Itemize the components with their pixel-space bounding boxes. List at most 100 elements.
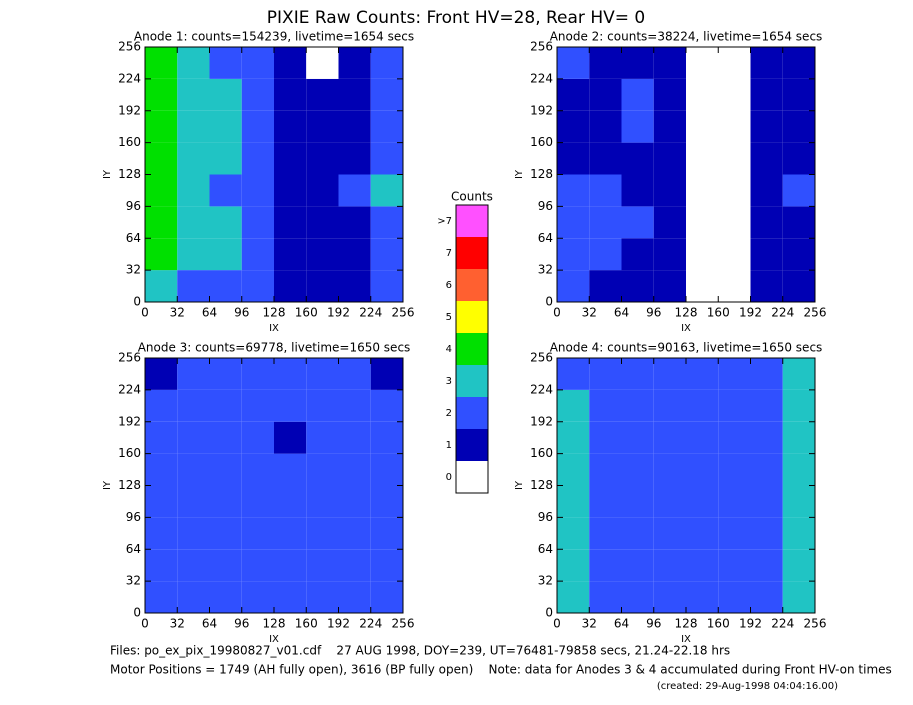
colorbar-frame — [455, 204, 489, 494]
heatmap-cell — [589, 581, 622, 613]
x-tick-label: 160 — [707, 306, 730, 320]
heatmap-cell — [370, 206, 403, 239]
heatmap-cell — [686, 78, 719, 111]
heatmap-cell — [338, 78, 371, 111]
heatmap-cell — [274, 549, 307, 582]
heatmap-cell — [145, 389, 178, 422]
y-tick-label: 192 — [530, 103, 553, 117]
heatmap-cell — [557, 174, 590, 207]
heatmap-cell — [370, 453, 403, 486]
heatmap-cell — [306, 174, 339, 207]
x-axis-label: IX — [681, 323, 691, 334]
heatmap-cell — [370, 110, 403, 143]
heatmap-cell — [370, 78, 403, 111]
heatmap-cell — [782, 47, 815, 79]
heatmap-cell — [177, 581, 210, 613]
heatmap-cell — [177, 206, 210, 239]
heatmap-cell — [145, 110, 178, 143]
panel-title: Anode 2: counts=38224, livetime=1654 sec… — [550, 30, 823, 44]
heatmap-cell — [241, 358, 274, 390]
y-tick-label: 128 — [118, 167, 141, 181]
footer-files: Files: po_ex_pix_19980827_v01.cdf 27 AUG… — [110, 644, 730, 658]
colorbar-box — [456, 365, 488, 397]
y-tick-label: 96 — [538, 510, 553, 524]
heatmap-cell — [750, 206, 783, 239]
heatmap-cell — [209, 389, 242, 422]
heatmap-cell — [306, 549, 339, 582]
heatmap-cell — [306, 142, 339, 175]
y-tick-label: 224 — [530, 71, 553, 85]
heatmap-cell — [589, 174, 622, 207]
colorbar-box — [456, 333, 488, 365]
heatmap-cell — [589, 517, 622, 550]
heatmap-cell — [209, 110, 242, 143]
y-tick-label: 160 — [530, 446, 553, 460]
heatmap-cell — [306, 110, 339, 143]
heatmap-cell — [177, 549, 210, 582]
heatmap-cell — [653, 581, 686, 613]
heatmap-cell — [653, 549, 686, 582]
heatmap-cell — [621, 453, 654, 486]
heatmap-cell — [306, 270, 339, 302]
heatmap-cell — [718, 421, 751, 454]
heatmap-cell — [306, 238, 339, 271]
heatmap-cell — [274, 485, 307, 518]
x-tick-label: 224 — [359, 306, 382, 320]
heatmap-cell — [686, 270, 719, 302]
heatmap-cell — [338, 47, 371, 79]
colorbar-label: 0 — [446, 472, 452, 483]
colorbar-label: >7 — [437, 216, 452, 227]
x-tick-label: 32 — [582, 306, 597, 320]
heatmap-cell — [589, 110, 622, 143]
heatmap-cell — [241, 47, 274, 79]
colorbar-box — [456, 205, 488, 237]
heatmap-cell — [589, 78, 622, 111]
y-tick-label: 64 — [126, 542, 141, 556]
y-tick-label: 192 — [530, 414, 553, 428]
colorbar-label: 1 — [446, 440, 452, 451]
heatmap-cell — [718, 206, 751, 239]
heatmap-cell — [209, 174, 242, 207]
heatmap-cell — [209, 453, 242, 486]
y-tick-label: 32 — [126, 574, 141, 588]
y-tick-label: 0 — [133, 606, 141, 620]
heatmap-cell — [621, 517, 654, 550]
heatmap-cell — [306, 421, 339, 454]
heatmap-cell — [338, 485, 371, 518]
heatmap-cell — [338, 142, 371, 175]
heatmap-cell — [241, 485, 274, 518]
y-tick-label: 160 — [530, 135, 553, 149]
heatmap-cell — [718, 485, 751, 518]
y-tick-label: 96 — [126, 199, 141, 213]
colorbar-box — [456, 301, 488, 333]
heatmap-cell — [782, 174, 815, 207]
y-tick-label: 160 — [118, 135, 141, 149]
heatmap-cell — [782, 453, 815, 486]
heatmap-cell — [338, 174, 371, 207]
heatmap-cell — [145, 206, 178, 239]
heatmap-cell — [750, 581, 783, 613]
heatmap-cell — [557, 485, 590, 518]
x-tick-label: 96 — [646, 306, 661, 320]
figure-title: PIXIE Raw Counts: Front HV=28, Rear HV= … — [267, 8, 645, 28]
heatmap-cell — [306, 485, 339, 518]
heatmap-cell — [557, 549, 590, 582]
heatmap-cell — [241, 270, 274, 302]
x-tick-label: 64 — [614, 617, 629, 631]
heatmap-cell — [782, 549, 815, 582]
x-tick-label: 0 — [141, 306, 149, 320]
x-axis-label: IX — [681, 634, 691, 645]
heatmap-cell — [718, 78, 751, 111]
heatmap-cell — [653, 270, 686, 302]
x-tick-label: 192 — [739, 306, 762, 320]
heatmap-cell — [686, 517, 719, 550]
heatmap-cell — [209, 78, 242, 111]
y-tick-label: 256 — [530, 351, 553, 365]
heatmap-cell — [306, 517, 339, 550]
heatmap-cell — [589, 485, 622, 518]
heatmap-cell — [145, 485, 178, 518]
y-tick-label: 128 — [118, 478, 141, 492]
heatmap-cell — [589, 358, 622, 390]
heatmap-cell — [557, 47, 590, 79]
heatmap-cell — [750, 485, 783, 518]
